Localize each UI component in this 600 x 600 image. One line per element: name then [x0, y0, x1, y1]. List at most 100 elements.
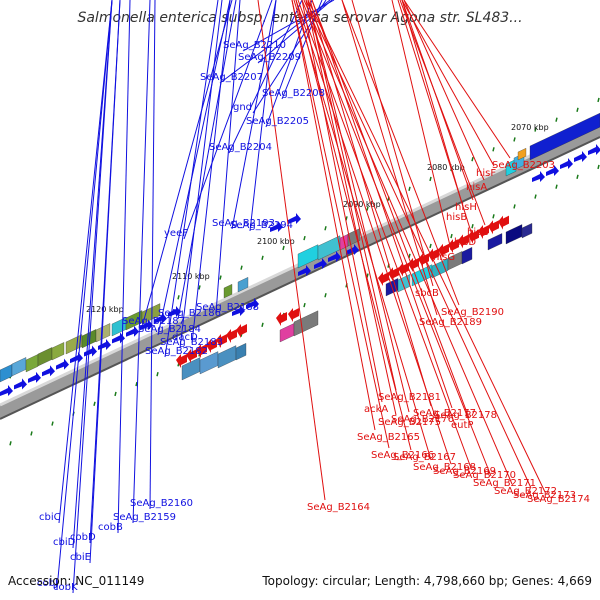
map-title: Salmonella enterica subsp. enterica sero…	[77, 10, 523, 26]
gene-tile	[141, 303, 161, 325]
forward-gene-arrow	[42, 365, 55, 377]
tick-mark	[429, 176, 432, 182]
forward-gene-arrow	[546, 165, 559, 176]
forward-gene-label: gnd	[233, 102, 252, 113]
leader-line	[403, 0, 485, 181]
tick-mark	[156, 372, 159, 377]
gene-tile	[235, 343, 247, 361]
forward-gene-arrow	[14, 378, 27, 390]
forward-gene-arrow	[70, 352, 83, 364]
reverse-gene-label: hisF	[476, 168, 496, 179]
tick-mark	[324, 293, 327, 298]
forward-gene-label: SeAg_B2210	[223, 40, 286, 51]
tick-mark	[198, 285, 201, 290]
tick-mark	[135, 381, 138, 387]
gene-tile	[11, 357, 27, 377]
reverse-gene-arrow	[186, 349, 197, 363]
forward-gene-arrow	[270, 221, 283, 232]
forward-gene-label: SeAg_B2183	[160, 337, 223, 348]
label-leader-lines	[56, 0, 546, 594]
tick-mark	[93, 401, 96, 407]
forward-gene-arrow	[232, 305, 245, 316]
leader-line	[157, 0, 231, 336]
forward-gene-arrow	[298, 265, 311, 276]
tick-label: 2120 kbp	[86, 305, 124, 314]
forward-gene-label: cbiD	[53, 537, 76, 548]
forward-gene-arrow	[140, 319, 153, 331]
reverse-gene-arrow	[216, 334, 227, 348]
reverse-gene-label: SeAg_B2167	[393, 452, 456, 463]
leader-line	[403, 0, 511, 159]
tick-mark	[408, 253, 411, 258]
reverse-gene-label: SeAg_B2172	[494, 486, 557, 497]
leader-line	[215, 0, 241, 314]
forward-gene-label: SeAg_B2194	[230, 220, 293, 231]
tick-mark	[303, 302, 306, 308]
tick-mark	[303, 235, 306, 241]
tick-mark	[219, 275, 222, 280]
forward-gene-label: yeeF	[164, 228, 188, 239]
gene-tile	[293, 310, 319, 337]
reverse-gene-label: SeAg_B2164	[307, 502, 370, 513]
gene-tile	[95, 323, 111, 343]
gene-tile	[37, 347, 53, 367]
leader-line	[164, 0, 219, 358]
reverse-gene-arrow	[428, 248, 439, 263]
forward-gene-label: SeAg_B2207	[200, 72, 263, 83]
leader-line	[401, 0, 465, 211]
reverse-gene-label: SeAg_B2173	[513, 490, 576, 501]
forward-gene-label: SeAg_B2208	[262, 88, 325, 99]
reverse-gene-label: SeAg_B2189	[419, 317, 482, 328]
forward-gene-label: cobB	[98, 522, 123, 533]
tick-mark	[261, 255, 264, 261]
reverse-gene-label: hisA	[466, 182, 487, 193]
leader-line	[307, 0, 410, 413]
tick-labels: 2070 kbp 2080 kbp 2090 kbp 2100 kbp 2110…	[86, 123, 549, 314]
leader-line	[117, 0, 131, 534]
tick-mark	[471, 156, 474, 162]
leader-line	[301, 0, 383, 403]
leader-line	[397, 0, 473, 236]
forward-gene-arrow	[346, 244, 359, 255]
tick-mark	[492, 147, 495, 152]
forward-gene-arrow	[574, 151, 587, 162]
reverse-gene-label: SeAg_B2178	[434, 410, 497, 421]
tick-mark	[240, 265, 243, 270]
tick-mark	[471, 223, 474, 229]
forward-gene-label: cobJ	[37, 578, 58, 589]
gene-tile	[51, 342, 65, 361]
tick-mark	[408, 186, 411, 191]
reverse-gene-label: SeAg_B2169	[433, 466, 496, 477]
tick-mark	[177, 295, 180, 300]
leader-line	[391, 0, 452, 251]
gene-tile	[461, 247, 473, 265]
leader-line	[249, 0, 277, 232]
leader-line	[399, 0, 486, 226]
reverse-gene-label: SeAg_B2177	[413, 408, 476, 419]
gene-tile	[505, 224, 523, 245]
forward-gene-arrow	[154, 312, 167, 324]
gene-tile	[25, 354, 39, 373]
reverse-gene-arrow	[418, 253, 429, 268]
reverse-gene-label: hisG	[433, 252, 455, 263]
reverse-gene-label: sbcB	[415, 288, 439, 299]
tick-mark	[9, 441, 12, 446]
reverse-gene-arrow	[498, 215, 509, 230]
leader-line	[341, 0, 460, 306]
reverse-gene-arrow	[448, 239, 459, 254]
leader-line	[177, 0, 237, 320]
forward-gene-label: SeAg_B2160	[130, 498, 193, 509]
tick-mark	[513, 137, 516, 142]
gene-tile	[223, 284, 233, 299]
leader-line	[149, 0, 156, 510]
forward-gene-label: cobK	[53, 582, 78, 593]
leader-line	[305, 0, 397, 416]
forward-gene-label: SeAg_B2193	[212, 218, 275, 229]
leader-line	[401, 0, 495, 167]
forward-gene-label: cbiC	[39, 512, 61, 523]
tick-mark	[366, 206, 369, 211]
forward-gene-arrow	[98, 338, 111, 350]
tick-mark	[450, 233, 453, 239]
leader-line	[58, 0, 113, 524]
